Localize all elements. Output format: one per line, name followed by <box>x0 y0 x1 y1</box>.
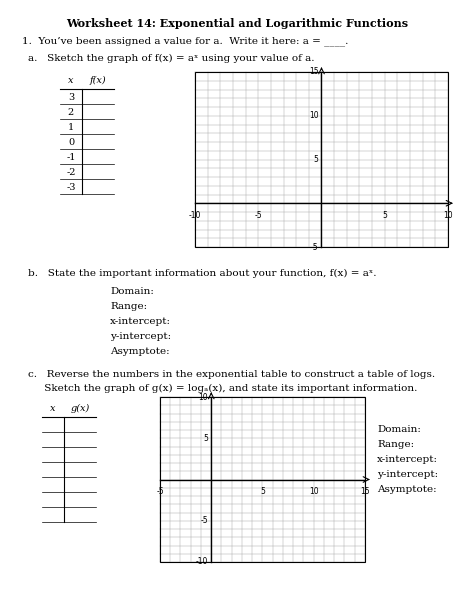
Text: Range:: Range: <box>377 440 414 449</box>
Text: a.   Sketch the graph of f(x) = aˣ using your value of a.: a. Sketch the graph of f(x) = aˣ using y… <box>28 54 315 63</box>
Text: Domain:: Domain: <box>110 287 154 296</box>
Text: 10: 10 <box>199 392 208 401</box>
Text: 3: 3 <box>68 93 74 102</box>
Text: x: x <box>68 76 74 85</box>
Text: -10: -10 <box>196 558 208 567</box>
Text: Worksheet 14: Exponential and Logarithmic Functions: Worksheet 14: Exponential and Logarithmi… <box>66 18 408 29</box>
Bar <box>160 397 365 562</box>
Text: -5: -5 <box>311 242 319 252</box>
Text: -5: -5 <box>255 211 262 220</box>
Bar <box>195 72 448 247</box>
Text: y-intercept:: y-intercept: <box>377 470 438 479</box>
Text: b.   State the important information about your function, f(x) = aˣ.: b. State the important information about… <box>28 269 376 278</box>
Text: -3: -3 <box>66 183 76 192</box>
Text: c.   Reverse the numbers in the exponential table to construct a table of logs.: c. Reverse the numbers in the exponentia… <box>28 370 435 379</box>
Text: -1: -1 <box>66 153 76 162</box>
Text: -2: -2 <box>66 168 76 177</box>
Text: 10: 10 <box>309 111 319 120</box>
Text: Range:: Range: <box>110 302 147 311</box>
Text: 5: 5 <box>260 488 265 496</box>
Text: 15: 15 <box>309 67 319 76</box>
Text: 0: 0 <box>68 138 74 147</box>
Text: 1.  You’ve been assigned a value for a.  Write it here: a = ____.: 1. You’ve been assigned a value for a. W… <box>22 36 348 46</box>
Text: x-intercept:: x-intercept: <box>110 317 171 326</box>
Text: Sketch the graph of g(x) = logₐ(x), and state its important information.: Sketch the graph of g(x) = logₐ(x), and … <box>28 384 418 393</box>
Text: 5: 5 <box>314 155 319 164</box>
Text: Asymptote:: Asymptote: <box>377 485 437 494</box>
Text: -5: -5 <box>156 488 164 496</box>
Text: Asymptote:: Asymptote: <box>110 347 170 356</box>
Text: Domain:: Domain: <box>377 425 421 434</box>
Text: 1: 1 <box>68 123 74 132</box>
Text: y-intercept:: y-intercept: <box>110 332 171 341</box>
Text: x-intercept:: x-intercept: <box>377 455 438 464</box>
Text: 5: 5 <box>383 211 387 220</box>
Text: 10: 10 <box>309 488 319 496</box>
Text: x: x <box>50 404 56 413</box>
Text: 2: 2 <box>68 108 74 117</box>
Text: f(x): f(x) <box>90 76 106 85</box>
Text: 5: 5 <box>203 434 208 442</box>
Text: 10: 10 <box>443 211 453 220</box>
Text: -10: -10 <box>189 211 201 220</box>
Text: 15: 15 <box>360 488 370 496</box>
Text: g(x): g(x) <box>70 404 90 413</box>
Text: -5: -5 <box>201 517 208 525</box>
